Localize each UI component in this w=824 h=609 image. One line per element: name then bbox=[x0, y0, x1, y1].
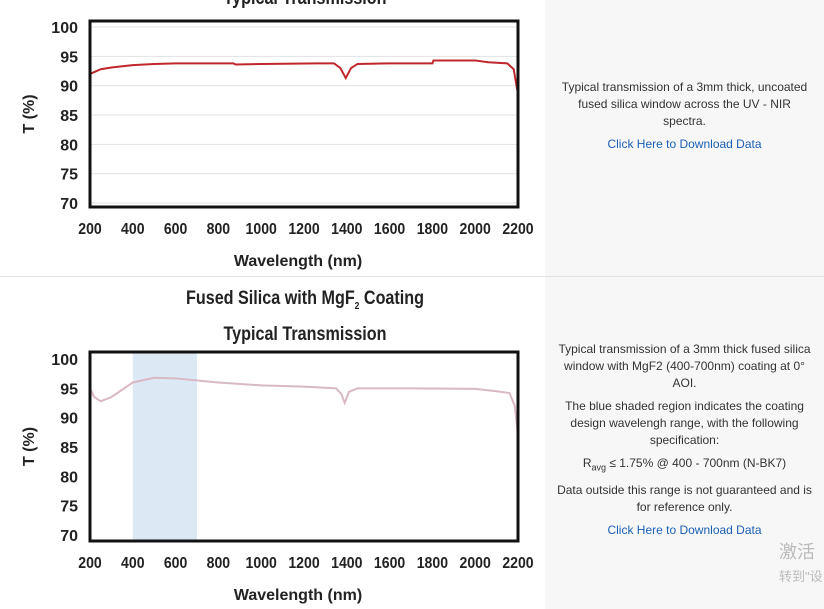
y-tick-label: 75 bbox=[60, 499, 78, 516]
y-tick-label: 100 bbox=[51, 20, 78, 37]
description-panel-2: Typical transmission of a 3mm thick fuse… bbox=[545, 277, 824, 609]
description-panel-1: Typical transmission of a 3mm thick, unc… bbox=[545, 0, 824, 276]
y-tick-label: 75 bbox=[60, 167, 78, 184]
chart-title-1: Typical Transmission bbox=[122, 0, 488, 10]
x-tick-label: 800 bbox=[207, 220, 230, 238]
x-tick-label: 800 bbox=[207, 554, 230, 572]
title-part: Fused Silica with MgF bbox=[185, 288, 355, 309]
description-text: The blue shaded region indicates the coa… bbox=[565, 399, 804, 447]
x-axis-label: Wavelength (nm) bbox=[234, 253, 362, 270]
download-data-link-2[interactable]: Click Here to Download Data bbox=[607, 523, 762, 538]
transmission-line bbox=[89, 59, 519, 95]
spec-r: R bbox=[582, 456, 592, 470]
x-tick-label: 600 bbox=[164, 220, 187, 238]
title-line2: Typical Transmission bbox=[223, 323, 387, 345]
y-tick-label: 85 bbox=[60, 440, 78, 457]
y-tick-label: 70 bbox=[60, 196, 78, 213]
x-tick-label: 1800 bbox=[417, 220, 448, 238]
x-tick-label: 1000 bbox=[246, 220, 277, 238]
chart-title-2: Fused Silica with MgF2 Coating Typical T… bbox=[122, 285, 488, 349]
x-tick-label: 2200 bbox=[502, 220, 533, 238]
watermark-line2: 转到"设 bbox=[779, 569, 823, 584]
title-sub: 2 bbox=[354, 300, 360, 312]
y-tick-label: 90 bbox=[60, 411, 78, 428]
transmission-line bbox=[89, 376, 519, 436]
x-tick-label: 1200 bbox=[288, 554, 319, 572]
x-tick-label: 1600 bbox=[374, 554, 405, 572]
watermark-line1: 激活 bbox=[779, 542, 815, 562]
x-tick-label: 200 bbox=[78, 220, 101, 238]
spec-sub: avg bbox=[591, 462, 606, 473]
y-tick-label: 95 bbox=[60, 49, 78, 66]
x-tick-label: 400 bbox=[121, 554, 144, 572]
coating-range-shade bbox=[132, 352, 197, 541]
plot-frame bbox=[88, 350, 520, 543]
x-tick-label: 1400 bbox=[331, 220, 362, 238]
x-tick-label: 400 bbox=[121, 220, 144, 238]
x-tick-label: 1200 bbox=[288, 220, 319, 238]
x-tick-label: 2200 bbox=[502, 554, 533, 572]
y-tick-label: 85 bbox=[60, 108, 78, 125]
y-tick-label: 100 bbox=[51, 352, 78, 369]
x-axis-label: Wavelength (nm) bbox=[234, 587, 362, 604]
title-part: Coating bbox=[359, 288, 425, 309]
x-tick-label: 1400 bbox=[331, 554, 362, 572]
x-tick-label: 600 bbox=[164, 554, 187, 572]
description-text: Typical transmission of a 3mm thick, unc… bbox=[561, 80, 808, 128]
plot-frame bbox=[88, 19, 520, 209]
y-axis-label: T (%) bbox=[21, 427, 38, 466]
y-tick-label: 70 bbox=[60, 528, 78, 545]
x-tick-label: 2000 bbox=[460, 554, 491, 572]
download-data-link-1[interactable]: Click Here to Download Data bbox=[607, 137, 762, 151]
x-tick-label: 200 bbox=[78, 554, 101, 572]
x-tick-label: 2000 bbox=[460, 220, 491, 238]
spec-text: Ravg ≤ 1.75% @ 400 - 700nm (N-BK7) bbox=[557, 455, 812, 476]
y-tick-label: 95 bbox=[60, 381, 78, 398]
spec-rest: ≤ 1.75% @ 400 - 700nm (N-BK7) bbox=[606, 456, 787, 470]
y-axis-label: T (%) bbox=[21, 94, 38, 133]
x-tick-label: 1000 bbox=[246, 554, 277, 572]
description-text: Typical transmission of a 3mm thick fuse… bbox=[558, 342, 811, 390]
x-tick-label: 1600 bbox=[374, 220, 405, 238]
divider bbox=[0, 276, 824, 277]
y-tick-label: 90 bbox=[60, 79, 78, 96]
x-tick-label: 1800 bbox=[417, 554, 448, 572]
description-text: Data outside this range is not guarantee… bbox=[557, 483, 812, 515]
charts-svg: 70 75 80 85 90 95 100 200 400 600 800 1000 1200 1400 1… bbox=[21, 19, 534, 604]
y-tick-label: 80 bbox=[60, 137, 78, 154]
y-tick-label: 80 bbox=[60, 469, 78, 486]
